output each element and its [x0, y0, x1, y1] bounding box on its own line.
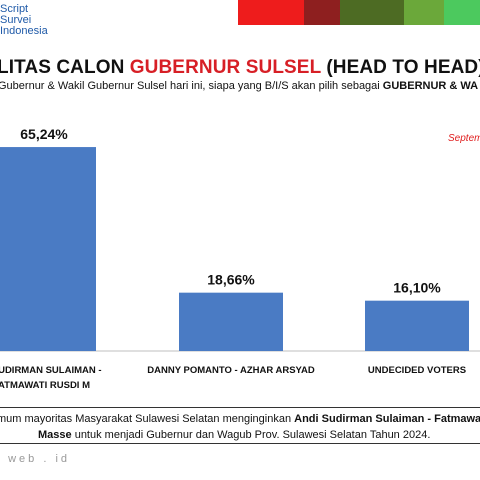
- bar-chart: 65,24% I SUDIRMAN SULAIMAN - ATMAWATI RUSD…: [0, 126, 480, 391]
- data-label-2: 18,66%: [207, 272, 255, 288]
- header-color-bar-lightgreen: [444, 0, 480, 25]
- title-part-2: GUBERNUR SULSEL: [129, 57, 321, 78]
- header-color-bar-green: [404, 0, 444, 25]
- bar-1: [0, 147, 96, 351]
- logo-line-1: Script: [0, 3, 29, 15]
- header-color-bar-darkred: [304, 0, 340, 25]
- header-color-bar-darkgreen: [340, 0, 404, 25]
- chart-subtitle: Gubernur & Wakil Gubernur Sulsel hari in…: [0, 80, 478, 92]
- logo-line-2: Survei: [0, 14, 32, 26]
- logo-line-3: Indonesia: [0, 25, 48, 37]
- category-label-2-line-1: DANNY POMANTO - AZHAR ARSYAD: [147, 365, 315, 376]
- conclusion-line-2-bold: Masse: [38, 429, 72, 441]
- script-survei-logo: Script Survei Indonesia: [0, 4, 60, 37]
- title-part-1: LITAS CALON: [0, 57, 130, 78]
- date-label: Septem: [448, 133, 480, 144]
- conclusion-line-1: mum mayoritas Masyarakat Sulawesi Selata…: [0, 413, 480, 425]
- conclusion-line-1-bold: Andi Sudirman Sulaiman - Fatmawa: [294, 413, 480, 425]
- conclusion-line-1-normal: mum mayoritas Masyarakat Sulawesi Selata…: [0, 413, 295, 425]
- subtitle-bold: GUBERNUR & WA: [382, 80, 479, 92]
- category-label-1-line-2: ATMAWATI RUSDI M: [0, 380, 90, 391]
- bar-2: [179, 292, 283, 351]
- category-label-1-line-1: I SUDIRMAN SULAIMAN -: [0, 365, 102, 376]
- category-label-3-line-1: UNDECIDED VOTERS: [368, 365, 466, 376]
- title-part-3: (HEAD TO HEAD): [320, 57, 480, 78]
- data-label-1: 65,24%: [20, 126, 68, 142]
- subtitle-normal: Gubernur & Wakil Gubernur Sulsel hari in…: [0, 80, 383, 92]
- conclusion-line-2: Masse untuk menjadi Gubernur dan Wagub P…: [38, 429, 430, 441]
- data-label-3: 16,10%: [393, 280, 441, 296]
- conclusion-line-2-normal: untuk menjadi Gubernur dan Wagub Prov. S…: [71, 429, 431, 441]
- website-text: . web . id: [0, 453, 71, 465]
- chart-title: LITAS CALON GUBERNUR SULSEL (HEAD TO HEA…: [0, 57, 480, 79]
- header-color-bar-red: [238, 0, 304, 25]
- conclusion-box: [0, 407, 480, 444]
- bar-3: [365, 300, 469, 351]
